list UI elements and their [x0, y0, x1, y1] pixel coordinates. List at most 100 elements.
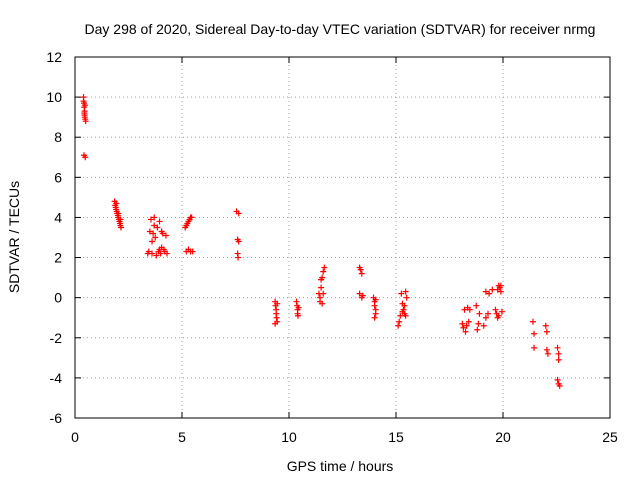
data-point [115, 210, 122, 217]
data-point [371, 302, 378, 309]
data-point [402, 312, 409, 319]
data-point [152, 234, 159, 241]
data-point [466, 306, 473, 313]
data-point [497, 288, 504, 295]
data-point [164, 250, 171, 257]
y-axis-label: SDTVAR / TECUs [6, 181, 22, 293]
x-tick-label: 20 [495, 429, 511, 445]
data-point [531, 344, 538, 351]
y-tick-label: 0 [54, 290, 62, 306]
data-point [497, 282, 504, 289]
data-point [321, 264, 328, 271]
data-point [482, 314, 489, 321]
data-point [162, 232, 169, 239]
data-point [318, 276, 325, 283]
data-point [189, 248, 196, 255]
data-point [482, 288, 489, 295]
data-point [495, 312, 502, 319]
data-point [359, 292, 366, 299]
data-point [543, 328, 550, 335]
data-point [118, 224, 125, 231]
data-point [372, 310, 379, 317]
data-point [397, 312, 404, 319]
data-point [149, 250, 156, 257]
data-point [151, 222, 158, 229]
data-point [274, 300, 281, 307]
data-point [273, 314, 280, 321]
y-tick-label: -2 [50, 330, 63, 346]
data-point [235, 238, 242, 245]
data-point [113, 200, 120, 207]
data-point [542, 322, 549, 329]
chart-title: Day 298 of 2020, Sidereal Day-to-day VTE… [85, 21, 596, 37]
data-point [554, 344, 561, 351]
data-point [147, 216, 154, 223]
y-tick-label: -4 [50, 370, 63, 386]
data-point [318, 284, 325, 291]
data-point [555, 350, 562, 357]
data-point [463, 322, 470, 329]
data-point [82, 102, 89, 109]
data-point [531, 330, 538, 337]
data-point [356, 290, 363, 297]
data-point [157, 250, 164, 257]
data-point [117, 216, 124, 223]
y-tick-label: 2 [54, 250, 62, 266]
plot-frame [74, 56, 611, 419]
data-point [149, 238, 156, 245]
data-point [460, 324, 467, 331]
data-point [399, 300, 406, 307]
data-point [320, 268, 327, 275]
data-point [82, 118, 89, 125]
data-point [146, 228, 153, 235]
x-tick-label: 10 [281, 429, 297, 445]
data-point [319, 300, 326, 307]
data-point [529, 318, 536, 325]
data-point [156, 218, 163, 225]
data-point [145, 248, 152, 255]
data-point [475, 320, 482, 327]
data-point [498, 308, 505, 315]
y-tick-label: 12 [46, 49, 62, 65]
data-point [151, 214, 158, 221]
data-point [372, 296, 379, 303]
data-point [465, 318, 472, 325]
data-point [188, 214, 195, 221]
data-point [489, 286, 496, 293]
data-point [150, 230, 157, 237]
data-point [396, 318, 403, 325]
data-point [492, 306, 499, 313]
data-point [476, 310, 483, 317]
data-point [235, 210, 242, 217]
data-point [459, 320, 466, 327]
data-point [544, 350, 551, 357]
axis-ticks [74, 56, 611, 419]
x-tick-label: 0 [71, 429, 79, 445]
data-points [80, 94, 563, 389]
y-tick-label: -6 [50, 410, 63, 426]
data-point [461, 306, 468, 313]
data-point [153, 252, 160, 259]
data-point [556, 382, 563, 389]
y-tick-label: 8 [54, 129, 62, 145]
x-tick-label: 25 [602, 429, 618, 445]
data-point [293, 298, 300, 305]
data-point [400, 306, 407, 313]
data-point [473, 302, 480, 309]
data-point [295, 304, 302, 311]
data-point [158, 228, 165, 235]
data-point [554, 376, 561, 383]
data-point [82, 154, 89, 161]
data-point [485, 310, 492, 317]
data-point [320, 290, 327, 297]
grid-lines [75, 57, 610, 418]
data-point [81, 110, 88, 117]
y-tick-label: 4 [54, 209, 62, 225]
x-tick-label: 15 [388, 429, 404, 445]
x-axis-label: GPS time / hours [287, 458, 394, 474]
data-point [555, 356, 562, 363]
x-tick-label: 5 [178, 429, 186, 445]
data-point [294, 312, 301, 319]
data-point [398, 290, 405, 297]
tick-labels: 0 5 10 15 20 25 -6 -4 -2 0 2 4 6 8 10 12 [46, 49, 618, 445]
